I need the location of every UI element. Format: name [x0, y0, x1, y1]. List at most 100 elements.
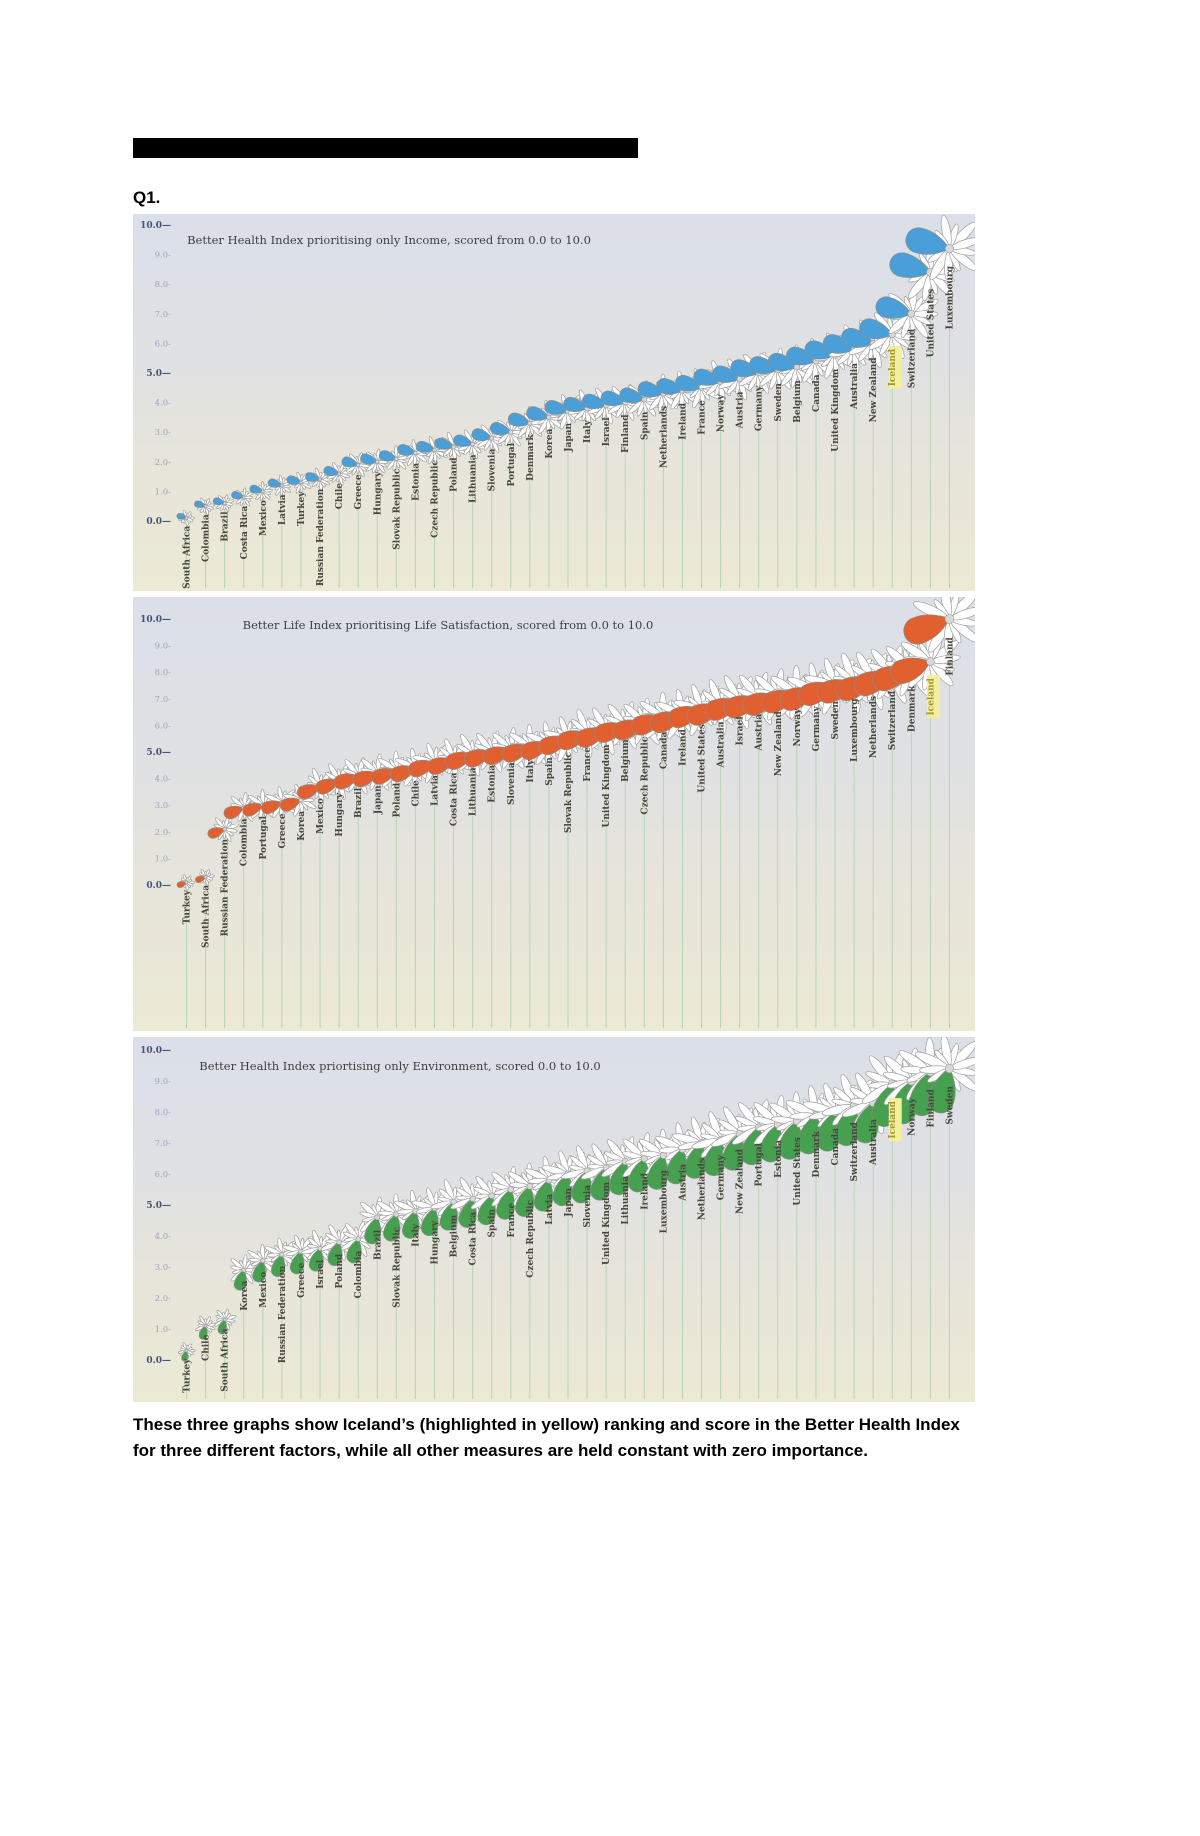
country-label: Slovak Republic [392, 468, 402, 550]
y-axis-tick: 10.0— [140, 1046, 171, 1056]
y-axis-tick: 7.0- [155, 310, 172, 320]
flower-center [375, 459, 380, 464]
country-label: Slovenia [507, 762, 517, 805]
country-label: France [698, 400, 708, 435]
flower-center [337, 471, 341, 476]
score-petal [383, 1213, 401, 1242]
score-petal [279, 797, 302, 812]
country-label: Israel [736, 716, 746, 746]
score-petal [315, 778, 340, 795]
score-petal [194, 500, 207, 509]
country-label: Portugal [755, 1142, 765, 1186]
country-label: Poland [450, 457, 460, 492]
flower-center [546, 414, 552, 420]
country-label: Denmark [812, 1130, 822, 1177]
country-label: France [583, 747, 593, 782]
flower-center [222, 827, 227, 832]
flower-glyph [194, 497, 216, 516]
country-label: Australia [717, 721, 727, 768]
y-axis-tick: 6.0- [155, 339, 172, 349]
country-label: Luxembourg [659, 1169, 669, 1233]
y-axis-tick: 6.0- [155, 1170, 172, 1180]
flower-center [222, 501, 227, 505]
y-axis-tick: 8.0- [155, 1108, 172, 1118]
score-petal [289, 1250, 305, 1275]
flower-glyph [875, 286, 939, 338]
score-petal [360, 453, 378, 465]
score-petal [903, 614, 950, 645]
country-label: New Zealand [869, 357, 879, 423]
y-axis-tick: 0.0— [146, 517, 171, 527]
score-petal [563, 396, 588, 412]
flower-glyph [176, 874, 196, 891]
country-label: Sweden [831, 701, 841, 740]
country-label: Switzerland [850, 1121, 860, 1181]
country-label: Ireland [678, 728, 688, 765]
country-label: South Africa [183, 526, 193, 589]
score-petal [346, 1238, 362, 1264]
y-axis-tick: 0.0— [146, 881, 171, 891]
country-label: Turkey [183, 1358, 193, 1393]
y-axis-tick: 3.0- [155, 801, 172, 811]
y-axis-tick: 4.0- [155, 775, 172, 785]
country-label: Finland [621, 414, 631, 453]
country-label: Israel [602, 417, 612, 447]
country-label: United States [793, 1137, 803, 1206]
country-label: Costa Rica [450, 772, 460, 826]
y-axis-tick: 9.0- [155, 1077, 172, 1087]
score-petal [297, 784, 321, 800]
highlight-box [888, 1098, 902, 1142]
country-label: Chile [411, 780, 421, 807]
country-label: Brazil [354, 787, 364, 818]
flower-center [451, 444, 456, 450]
score-petal [415, 440, 435, 453]
chart-title: Better Life Index prioritising Life Sati… [243, 618, 654, 632]
highlight-box [888, 345, 902, 389]
country-label: Sweden [774, 383, 784, 422]
country-label: South Africa [202, 885, 212, 948]
score-petal [544, 400, 569, 415]
country-label: Portugal [259, 815, 269, 859]
score-petal [198, 1325, 208, 1340]
country-label: Norway [793, 708, 803, 747]
country-label: Spain [545, 757, 555, 786]
country-label: Brazil [373, 1229, 383, 1260]
flower-center [203, 875, 208, 879]
country-label: Netherlands [869, 696, 879, 758]
country-label: Costa Rica [469, 1212, 479, 1266]
score-petal [333, 773, 359, 790]
flower-glyph [230, 1254, 260, 1291]
score-petal [261, 800, 283, 815]
country-label: Canada [659, 731, 669, 769]
country-label: France [507, 1203, 517, 1238]
country-label: Estonia [774, 1140, 784, 1178]
flower-center [944, 1064, 955, 1074]
flower-center [356, 462, 361, 467]
flower-center [394, 456, 399, 461]
country-label: Austria [678, 1164, 688, 1202]
flower-center [355, 1236, 361, 1242]
country-label: Japan [373, 785, 383, 815]
flower-glyph [359, 1196, 398, 1245]
country-label: Russian Federation [221, 839, 231, 937]
score-petal [252, 1260, 266, 1283]
country-label: Colombia [354, 1251, 364, 1299]
score-petal [600, 390, 626, 407]
chart-title: Better Health Index prioritising only In… [187, 233, 591, 247]
score-petal [181, 1350, 189, 1362]
y-axis-tick: 3.0- [155, 1263, 172, 1273]
country-label: Israel [316, 1259, 326, 1289]
y-axis-tick: 5.0— [146, 1201, 171, 1211]
flower-glyph [903, 597, 975, 653]
flower-center [184, 1349, 189, 1353]
country-label: Switzerland [888, 690, 898, 750]
flower-center [526, 1183, 534, 1190]
country-label: Austria [755, 714, 765, 752]
score-petal [378, 450, 397, 462]
country-label: Latvia [545, 1194, 555, 1225]
country-label: Korea [297, 811, 307, 841]
flower-glyph [207, 815, 239, 843]
country-label: Turkey [297, 491, 307, 526]
flower-center [489, 435, 494, 441]
score-petal [327, 1241, 343, 1267]
